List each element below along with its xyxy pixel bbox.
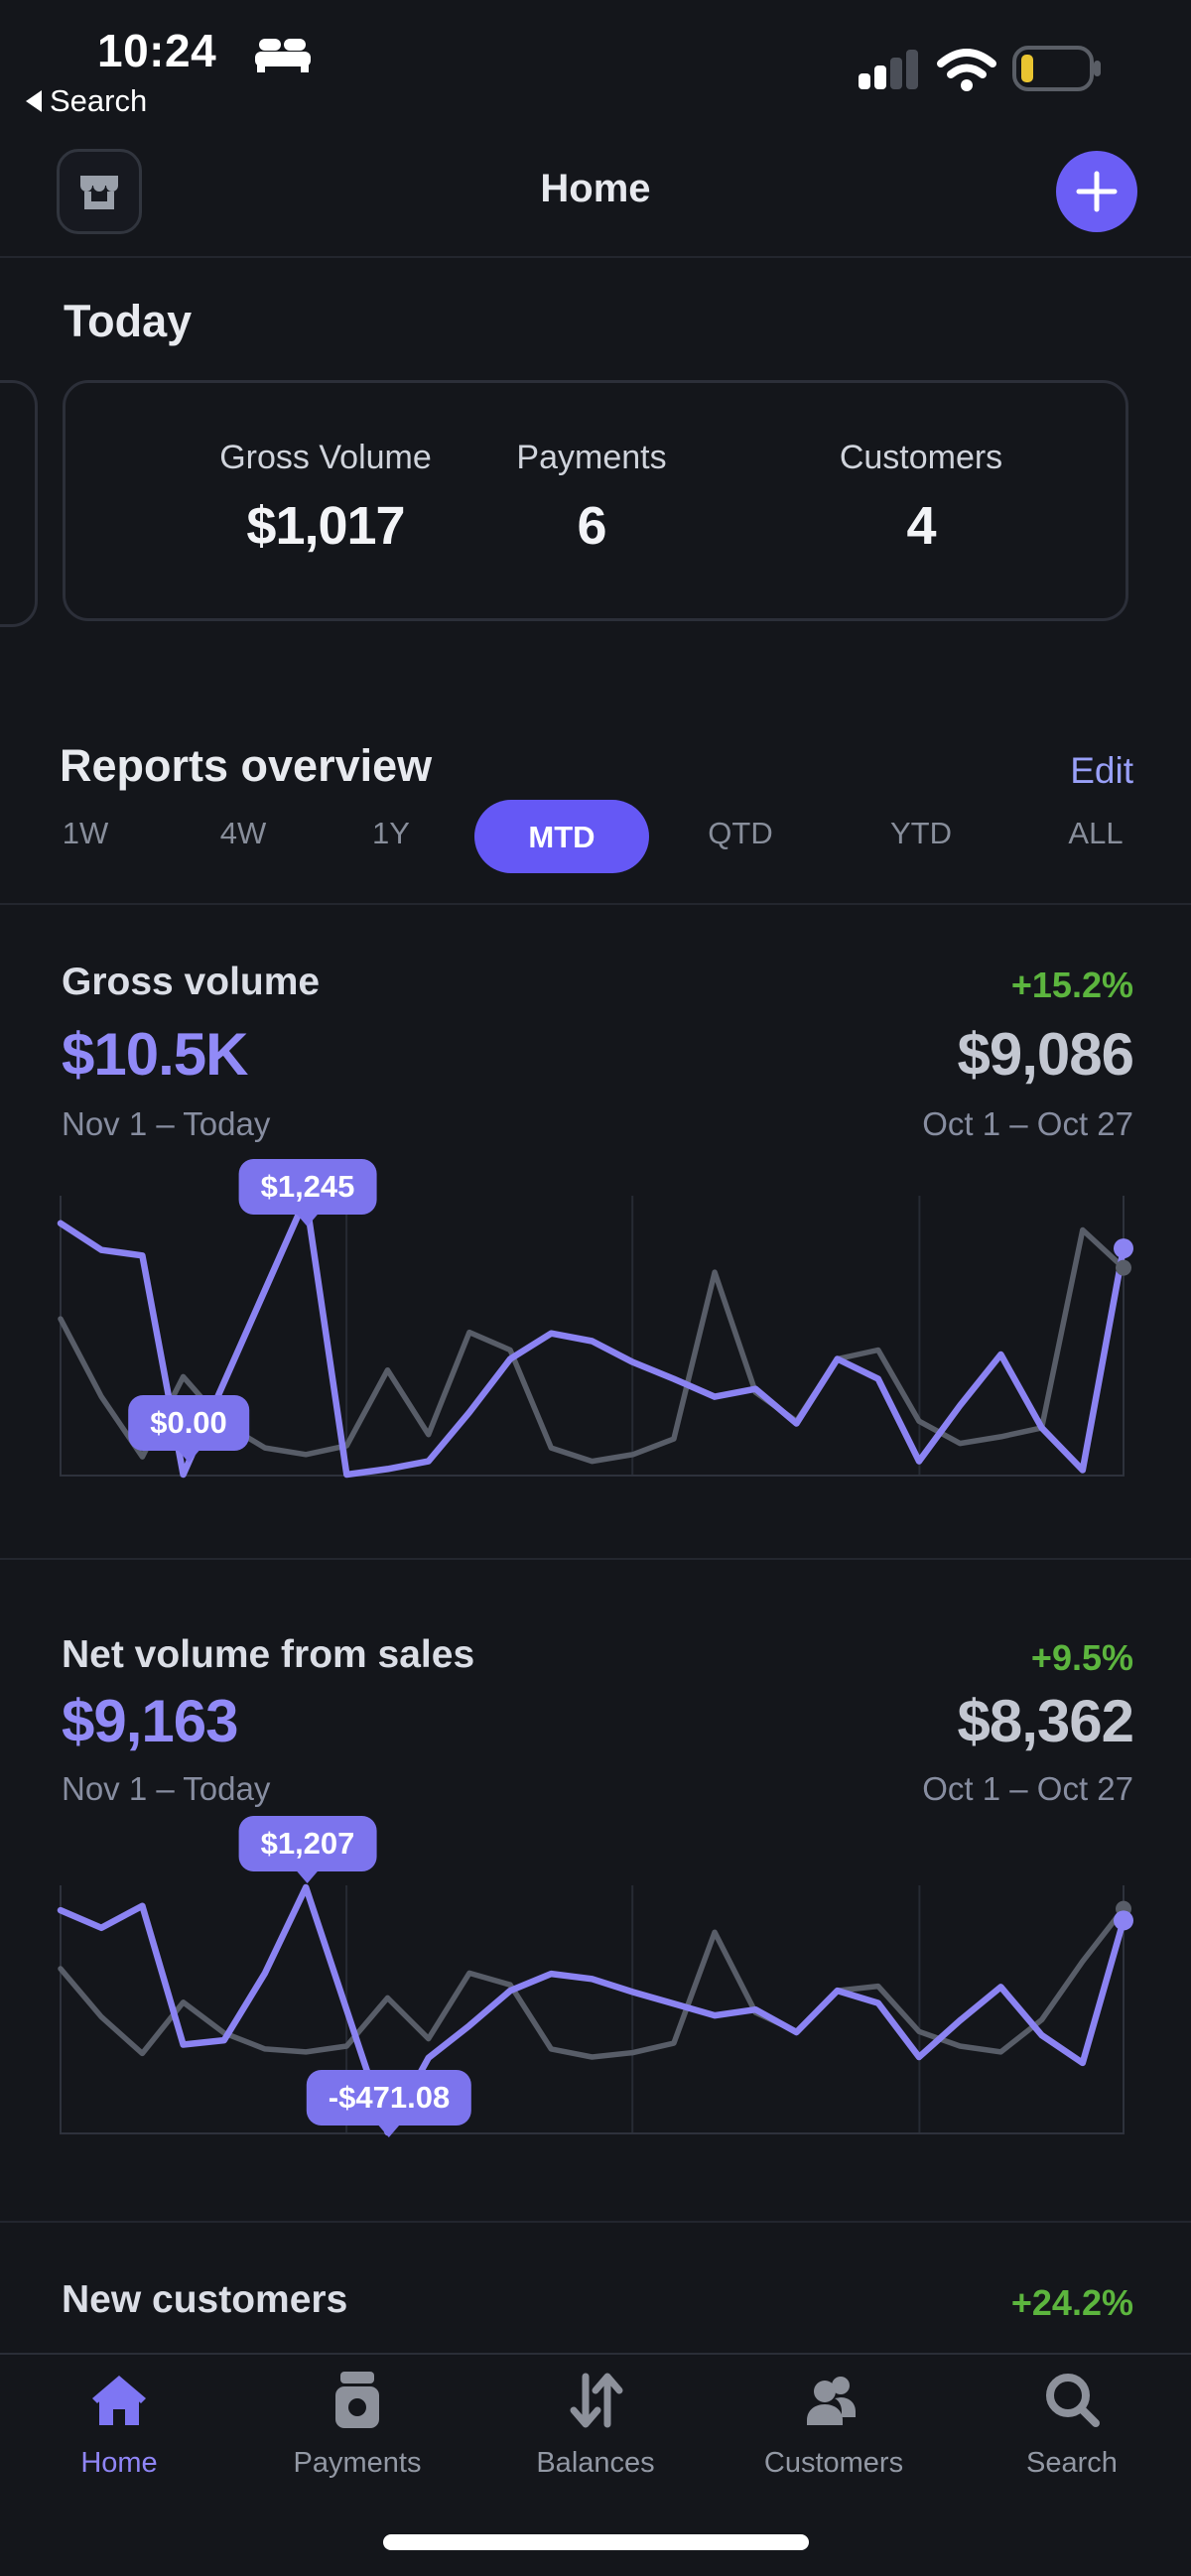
net-volume-current: $9,163 xyxy=(62,1688,239,1754)
stat-label: Customers xyxy=(839,439,1003,476)
status-time: 10:24 xyxy=(97,25,217,76)
customers-icon xyxy=(807,2377,856,2425)
wifi-icon xyxy=(937,49,996,91)
header-divider xyxy=(0,256,1191,258)
net-volume-previous-period: Oct 1 – Oct 27 xyxy=(922,1770,1133,1807)
gross-volume-previous: $9,086 xyxy=(957,1021,1134,1088)
section-divider xyxy=(0,1558,1191,1560)
chart-low-badge: $0.00 xyxy=(128,1395,249,1451)
new-customers-change: +24.2% xyxy=(1010,2282,1133,2323)
tab-search[interactable]: Search xyxy=(953,2366,1191,2480)
range-tab-1y[interactable]: 1Y xyxy=(372,816,410,850)
bed-focus-icon xyxy=(255,39,311,72)
range-tab-4w[interactable]: 4W xyxy=(219,816,267,850)
stat-payments: Payments 6 xyxy=(423,383,760,557)
chart-peak-badge: $1,207 xyxy=(238,1816,377,1871)
tab-payments[interactable]: Payments xyxy=(238,2366,476,2480)
section-divider xyxy=(0,2221,1191,2223)
reports-overview-title: Reports overview xyxy=(60,740,433,791)
net-volume-current-period: Nov 1 – Today xyxy=(62,1770,271,1807)
edit-reports-link[interactable]: Edit xyxy=(1070,750,1133,791)
net-volume-chart[interactable] xyxy=(57,1883,1133,2136)
transfer-arrows-icon xyxy=(570,2373,623,2428)
gross-volume-change: +15.2% xyxy=(1010,965,1133,1005)
previous-card-peek[interactable] xyxy=(0,380,38,627)
tab-label: Payments xyxy=(293,2447,422,2479)
home-indicator[interactable] xyxy=(383,2534,809,2550)
tab-label: Balances xyxy=(536,2447,655,2479)
stat-value: 4 xyxy=(906,496,936,556)
net-volume-change: +9.5% xyxy=(1030,1637,1133,1678)
reports-divider xyxy=(0,903,1191,905)
tab-label: Customers xyxy=(763,2447,904,2479)
plus-icon xyxy=(1076,171,1118,212)
range-tab-qtd[interactable]: QTD xyxy=(708,816,773,850)
range-tab-mtd[interactable]: MTD xyxy=(528,820,596,854)
stat-gross-volume: Gross Volume $1,017 xyxy=(157,383,494,557)
stat-label: Payments xyxy=(516,439,667,476)
range-tab-1w[interactable]: 1W xyxy=(62,816,109,850)
tab-customers[interactable]: Customers xyxy=(715,2366,953,2480)
chart-low-badge: -$471.08 xyxy=(306,2070,472,2125)
tab-label: Search xyxy=(1026,2447,1118,2479)
home-icon xyxy=(92,2376,146,2425)
back-chevron-icon xyxy=(26,90,42,112)
merchant-account-button[interactable] xyxy=(57,149,142,234)
stat-value: 6 xyxy=(577,496,606,556)
range-tab-ytd[interactable]: YTD xyxy=(890,816,952,850)
gross-volume-current: $10.5K xyxy=(62,1021,248,1088)
range-tab-all[interactable]: ALL xyxy=(1068,816,1124,850)
tab-label: Home xyxy=(80,2447,158,2479)
create-new-button[interactable] xyxy=(1056,151,1137,232)
stat-value: $1,017 xyxy=(246,496,405,556)
search-icon xyxy=(1046,2374,1100,2427)
back-label: Search xyxy=(50,83,148,118)
tab-balances[interactable]: Balances xyxy=(476,2366,715,2480)
storefront-icon xyxy=(80,176,118,209)
gross-volume-title: Gross volume xyxy=(62,961,321,1003)
today-stats-card[interactable]: Gross Volume $1,017 Payments 6 Customers… xyxy=(63,380,1128,621)
tab-home[interactable]: Home xyxy=(0,2366,238,2480)
new-customers-title: New customers xyxy=(62,2278,348,2321)
tabbar-divider xyxy=(0,2353,1191,2355)
battery-icon xyxy=(1012,46,1101,91)
stat-customers: Customers 4 xyxy=(752,383,1090,557)
back-to-search-link[interactable]: Search xyxy=(26,83,147,119)
page-title: Home xyxy=(540,167,651,210)
chart-peak-badge: $1,245 xyxy=(238,1159,377,1215)
selected-range-pill xyxy=(474,800,649,873)
card-reader-icon xyxy=(335,2372,379,2428)
cellular-signal-icon xyxy=(859,50,918,89)
gross-volume-current-period: Nov 1 – Today xyxy=(62,1105,271,1142)
gross-volume-previous-period: Oct 1 – Oct 27 xyxy=(922,1105,1133,1142)
net-volume-title: Net volume from sales xyxy=(62,1633,475,1676)
net-volume-previous: $8,362 xyxy=(957,1688,1134,1754)
stat-label: Gross Volume xyxy=(219,439,432,476)
today-section-title: Today xyxy=(64,296,193,346)
